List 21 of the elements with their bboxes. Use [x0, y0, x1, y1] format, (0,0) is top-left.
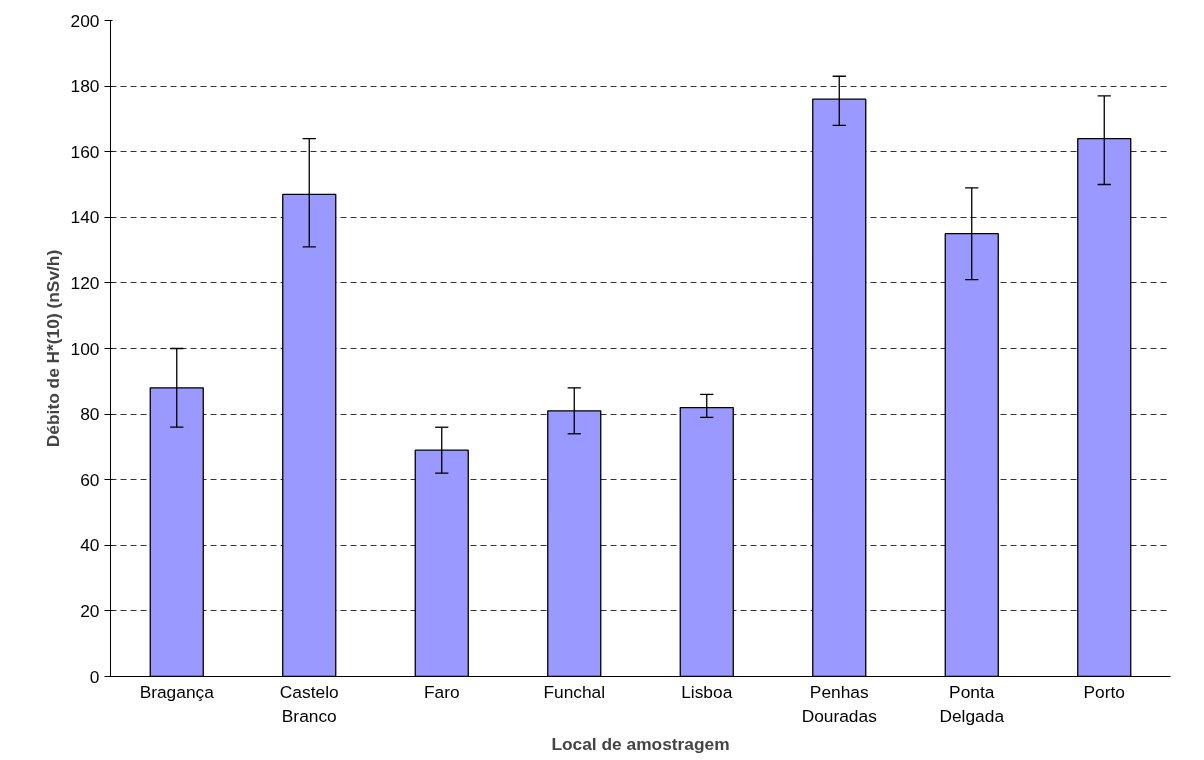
x-tick-label: Funchal: [543, 681, 606, 702]
y-tick-label: 200: [70, 10, 100, 31]
y-tick-label: 80: [80, 404, 100, 425]
x-tick-label: Bragança: [139, 681, 215, 702]
x-tick-label: Castelo Branco: [279, 681, 339, 726]
y-tick-label: 0: [89, 666, 100, 687]
x-tick-label: Lisboa: [681, 681, 733, 702]
y-tick-label: 120: [70, 272, 100, 293]
x-tick-label: Ponta Delgada: [939, 681, 1005, 726]
x-tick-label: Porto: [1083, 681, 1125, 702]
x-tick-label: Penhas Douradas: [801, 681, 878, 726]
y-tick-label: 180: [70, 76, 100, 97]
y-tick-label: 140: [70, 207, 100, 228]
y-tick-label: 160: [70, 141, 100, 162]
x-axis-title: Local de amostragem: [551, 733, 730, 754]
x-tick-label: Faro: [423, 681, 460, 702]
y-tick-label: 60: [80, 469, 100, 490]
y-axis-title: Débito de H*(10) (nSv/h): [42, 249, 63, 448]
y-tick-label: 20: [80, 600, 100, 621]
y-tick-label: 100: [70, 338, 100, 359]
y-tick-label: 40: [80, 535, 100, 556]
